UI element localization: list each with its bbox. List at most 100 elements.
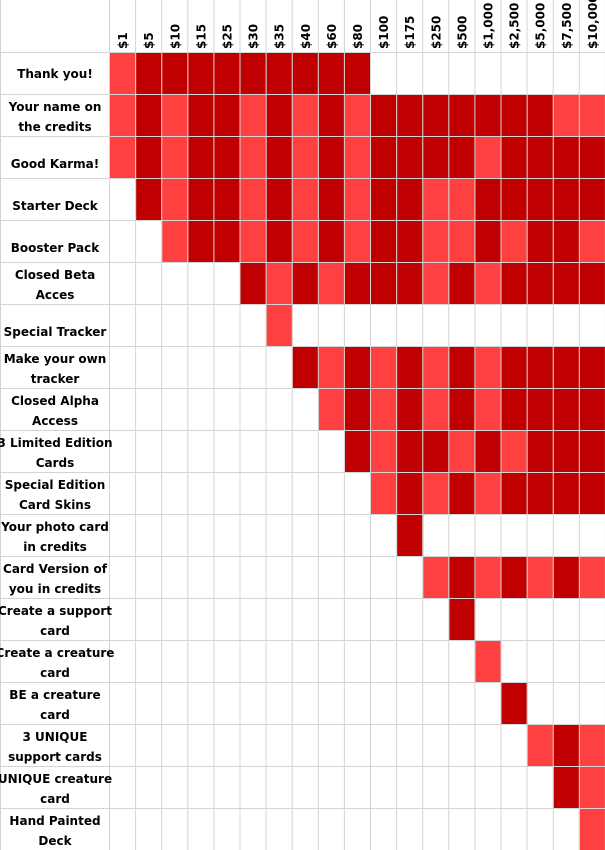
reward-label-18: UNIQUE creature card — [0, 772, 112, 806]
reward-cell-8-12 — [397, 347, 424, 389]
tier-header-8: $40 — [299, 24, 313, 49]
reward-cell-5-12 — [397, 221, 424, 263]
reward-cell-11-15 — [475, 473, 502, 515]
reward-cell-8-9 — [318, 347, 345, 389]
reward-cell-2-13 — [423, 95, 450, 137]
reward-cell-1-4 — [188, 53, 215, 95]
reward-cell-1-10 — [344, 53, 371, 95]
reward-cell-9-15 — [475, 389, 502, 431]
reward-cell-17-19 — [579, 725, 605, 767]
tier-header-4: $15 — [194, 24, 208, 49]
reward-label-line: card — [40, 666, 70, 680]
reward-label-19: Hand Painted Deck — [9, 814, 100, 848]
reward-cell-5-19 — [579, 221, 605, 263]
reward-cell-5-10 — [344, 221, 371, 263]
reward-cell-1-6 — [240, 53, 267, 95]
tier-header-10: $80 — [351, 24, 365, 49]
reward-cell-2-11 — [371, 95, 398, 137]
reward-cell-3-14 — [449, 137, 476, 179]
reward-cell-6-18 — [553, 263, 580, 305]
reward-cell-4-5 — [214, 179, 241, 221]
reward-label-line: Closed Alpha — [11, 394, 99, 408]
reward-label-1: Thank you! — [17, 67, 93, 81]
reward-cell-11-19 — [579, 473, 605, 515]
reward-cell-16-16 — [501, 683, 528, 725]
reward-cell-8-13 — [423, 347, 450, 389]
tier-header-16: $2,500 — [508, 3, 522, 49]
reward-cell-3-11 — [371, 137, 398, 179]
reward-label-line: in credits — [23, 540, 87, 554]
reward-cell-1-3 — [162, 53, 189, 95]
reward-label-line: card — [40, 708, 70, 722]
tier-header-12: $175 — [403, 16, 417, 49]
reward-cell-3-8 — [292, 137, 319, 179]
tier-header-17: $5,000 — [534, 3, 548, 49]
reward-label-5: Booster Pack — [11, 241, 100, 255]
reward-cell-3-10 — [344, 137, 371, 179]
reward-cell-1-2 — [136, 53, 163, 95]
reward-cell-13-19 — [579, 557, 605, 599]
reward-cell-9-18 — [553, 389, 580, 431]
reward-cell-17-17 — [527, 725, 554, 767]
reward-cell-10-10 — [344, 431, 371, 473]
reward-label-13: Card Version of you in credits — [3, 562, 108, 596]
reward-cell-9-10 — [344, 389, 371, 431]
reward-cell-9-16 — [501, 389, 528, 431]
reward-cell-1-8 — [292, 53, 319, 95]
reward-cell-5-7 — [266, 221, 293, 263]
reward-label-line: Cards — [36, 456, 75, 470]
reward-cell-4-2 — [136, 179, 163, 221]
reward-cell-4-15 — [475, 179, 502, 221]
tier-header-9: $60 — [325, 24, 339, 49]
tier-header-3: $10 — [168, 24, 182, 49]
reward-cell-2-3 — [162, 95, 189, 137]
reward-label-line: Acces — [36, 288, 75, 302]
reward-cell-3-17 — [527, 137, 554, 179]
reward-cell-8-11 — [371, 347, 398, 389]
reward-cell-9-14 — [449, 389, 476, 431]
reward-cell-19-19 — [579, 809, 605, 850]
reward-cell-4-7 — [266, 179, 293, 221]
tier-header-2: $5 — [142, 32, 156, 49]
reward-cell-3-3 — [162, 137, 189, 179]
reward-cell-5-3 — [162, 221, 189, 263]
reward-cell-4-13 — [423, 179, 450, 221]
reward-label-line: 3 Limited Edition — [0, 436, 113, 450]
reward-label-line: card — [40, 792, 70, 806]
reward-cell-5-15 — [475, 221, 502, 263]
reward-cell-10-19 — [579, 431, 605, 473]
reward-cell-8-8 — [292, 347, 319, 389]
reward-cell-3-6 — [240, 137, 267, 179]
reward-cell-8-16 — [501, 347, 528, 389]
reward-label-line: Card Version of — [3, 562, 108, 576]
reward-cell-3-13 — [423, 137, 450, 179]
reward-cell-13-17 — [527, 557, 554, 599]
reward-cell-10-15 — [475, 431, 502, 473]
reward-cell-3-4 — [188, 137, 215, 179]
reward-label-4: Starter Deck — [12, 199, 99, 213]
reward-cell-3-16 — [501, 137, 528, 179]
reward-cell-5-17 — [527, 221, 554, 263]
reward-cell-8-17 — [527, 347, 554, 389]
reward-cell-4-17 — [527, 179, 554, 221]
reward-label-15: Create a creature card — [0, 646, 114, 680]
reward-label-16: BE a creature card — [9, 688, 100, 722]
reward-cell-2-12 — [397, 95, 424, 137]
reward-cell-2-2 — [136, 95, 163, 137]
reward-cell-9-17 — [527, 389, 554, 431]
reward-cell-10-12 — [397, 431, 424, 473]
reward-cell-4-12 — [397, 179, 424, 221]
reward-cell-6-8 — [292, 263, 319, 305]
tier-header-5: $25 — [220, 24, 234, 49]
reward-label-10: 3 Limited Edition Cards — [0, 436, 113, 470]
reward-cell-2-5 — [214, 95, 241, 137]
reward-cell-13-14 — [449, 557, 476, 599]
tier-header-14: $500 — [455, 16, 469, 49]
reward-cell-3-9 — [318, 137, 345, 179]
reward-cell-10-17 — [527, 431, 554, 473]
reward-cell-2-6 — [240, 95, 267, 137]
reward-cell-14-14 — [449, 599, 476, 641]
reward-cell-6-12 — [397, 263, 424, 305]
